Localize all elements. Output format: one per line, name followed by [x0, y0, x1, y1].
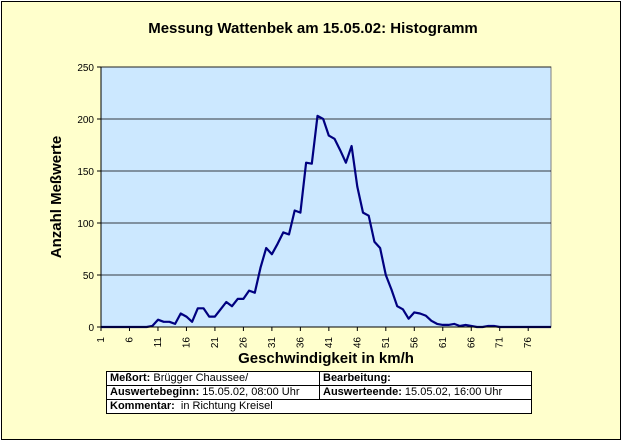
kommentar-value: in Richtung Kreisel [180, 400, 273, 412]
y-tick-label: 150 [77, 167, 94, 178]
y-axis-label: Anzahl Meßwerte [48, 136, 65, 259]
plot-area [100, 66, 552, 328]
x-axis-ticks: 1 6 11 16 21 26 31 36 41 46 51 56 61 66 71 76 [96, 327, 534, 348]
beginn-value: 15.05.02, 08:00 Uhr [202, 386, 300, 398]
beginn-label: Auswertebeginn: [110, 386, 200, 398]
info-row-kommentar: Kommentar: in Richtung Kreisel [106, 399, 532, 414]
bearbeitung-cell: Bearbeitung: [319, 371, 532, 386]
x-tick-label: 71 [495, 337, 506, 349]
x-tick-label: 11 [153, 337, 164, 348]
x-tick-label: 1 [96, 337, 107, 343]
y-tick-label: 200 [77, 115, 94, 126]
x-tick-label: 46 [352, 337, 363, 349]
x-axis-label: Geschwindigkeit in km/h [238, 350, 414, 367]
x-tick-label: 41 [324, 337, 335, 349]
y-tick-label: 250 [77, 63, 94, 74]
x-tick-label: 31 [267, 337, 278, 349]
x-tick-label: 56 [409, 337, 420, 349]
info-row-zeit: Auswertebeginn: 15.05.02, 08:00 Uhr Ausw… [106, 385, 532, 400]
bearbeitung-label: Bearbeitung: [323, 372, 391, 384]
x-tick-label: 61 [438, 337, 449, 349]
ende-cell: Auswerteende: 15.05.02, 16:00 Uhr [319, 385, 532, 400]
x-tick-label: 66 [466, 337, 477, 349]
x-tick-label: 76 [523, 337, 534, 349]
x-tick-label: 36 [295, 337, 306, 349]
messort-value: Brügger Chaussee/ [153, 372, 249, 384]
y-tick-label: 0 [88, 323, 94, 334]
x-tick-label: 21 [210, 337, 221, 349]
info-table: Meßort: Brügger Chaussee/ Bearbeitung: A… [106, 371, 532, 414]
x-tick-label: 26 [238, 337, 249, 349]
y-tick-label: 50 [83, 271, 95, 282]
beginn-cell: Auswertebeginn: 15.05.02, 08:00 Uhr [106, 385, 320, 400]
messort-label: Meßort: [110, 372, 151, 384]
x-tick-label: 6 [124, 337, 135, 343]
y-axis-ticks: 0 50 100 150 200 250 [77, 63, 101, 334]
gridlines [101, 66, 551, 276]
chart-title: Messung Wattenbek am 15.05.02: Histogram… [148, 20, 478, 37]
info-row-ort: Meßort: Brügger Chaussee/ Bearbeitung: [106, 371, 532, 386]
x-tick-label: 16 [181, 337, 192, 349]
messort-cell: Meßort: Brügger Chaussee/ [106, 371, 320, 386]
kommentar-label: Kommentar: [110, 400, 175, 412]
y-tick-label: 100 [77, 219, 94, 230]
x-tick-label: 51 [381, 337, 392, 349]
kommentar-cell: Kommentar: in Richtung Kreisel [106, 399, 532, 414]
ende-value: 15.05.02, 16:00 Uhr [404, 386, 503, 398]
ende-label: Auswerteende: [323, 386, 402, 398]
